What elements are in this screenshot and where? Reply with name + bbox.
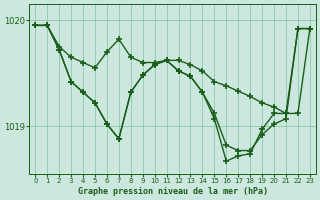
X-axis label: Graphe pression niveau de la mer (hPa): Graphe pression niveau de la mer (hPa) [77, 187, 268, 196]
